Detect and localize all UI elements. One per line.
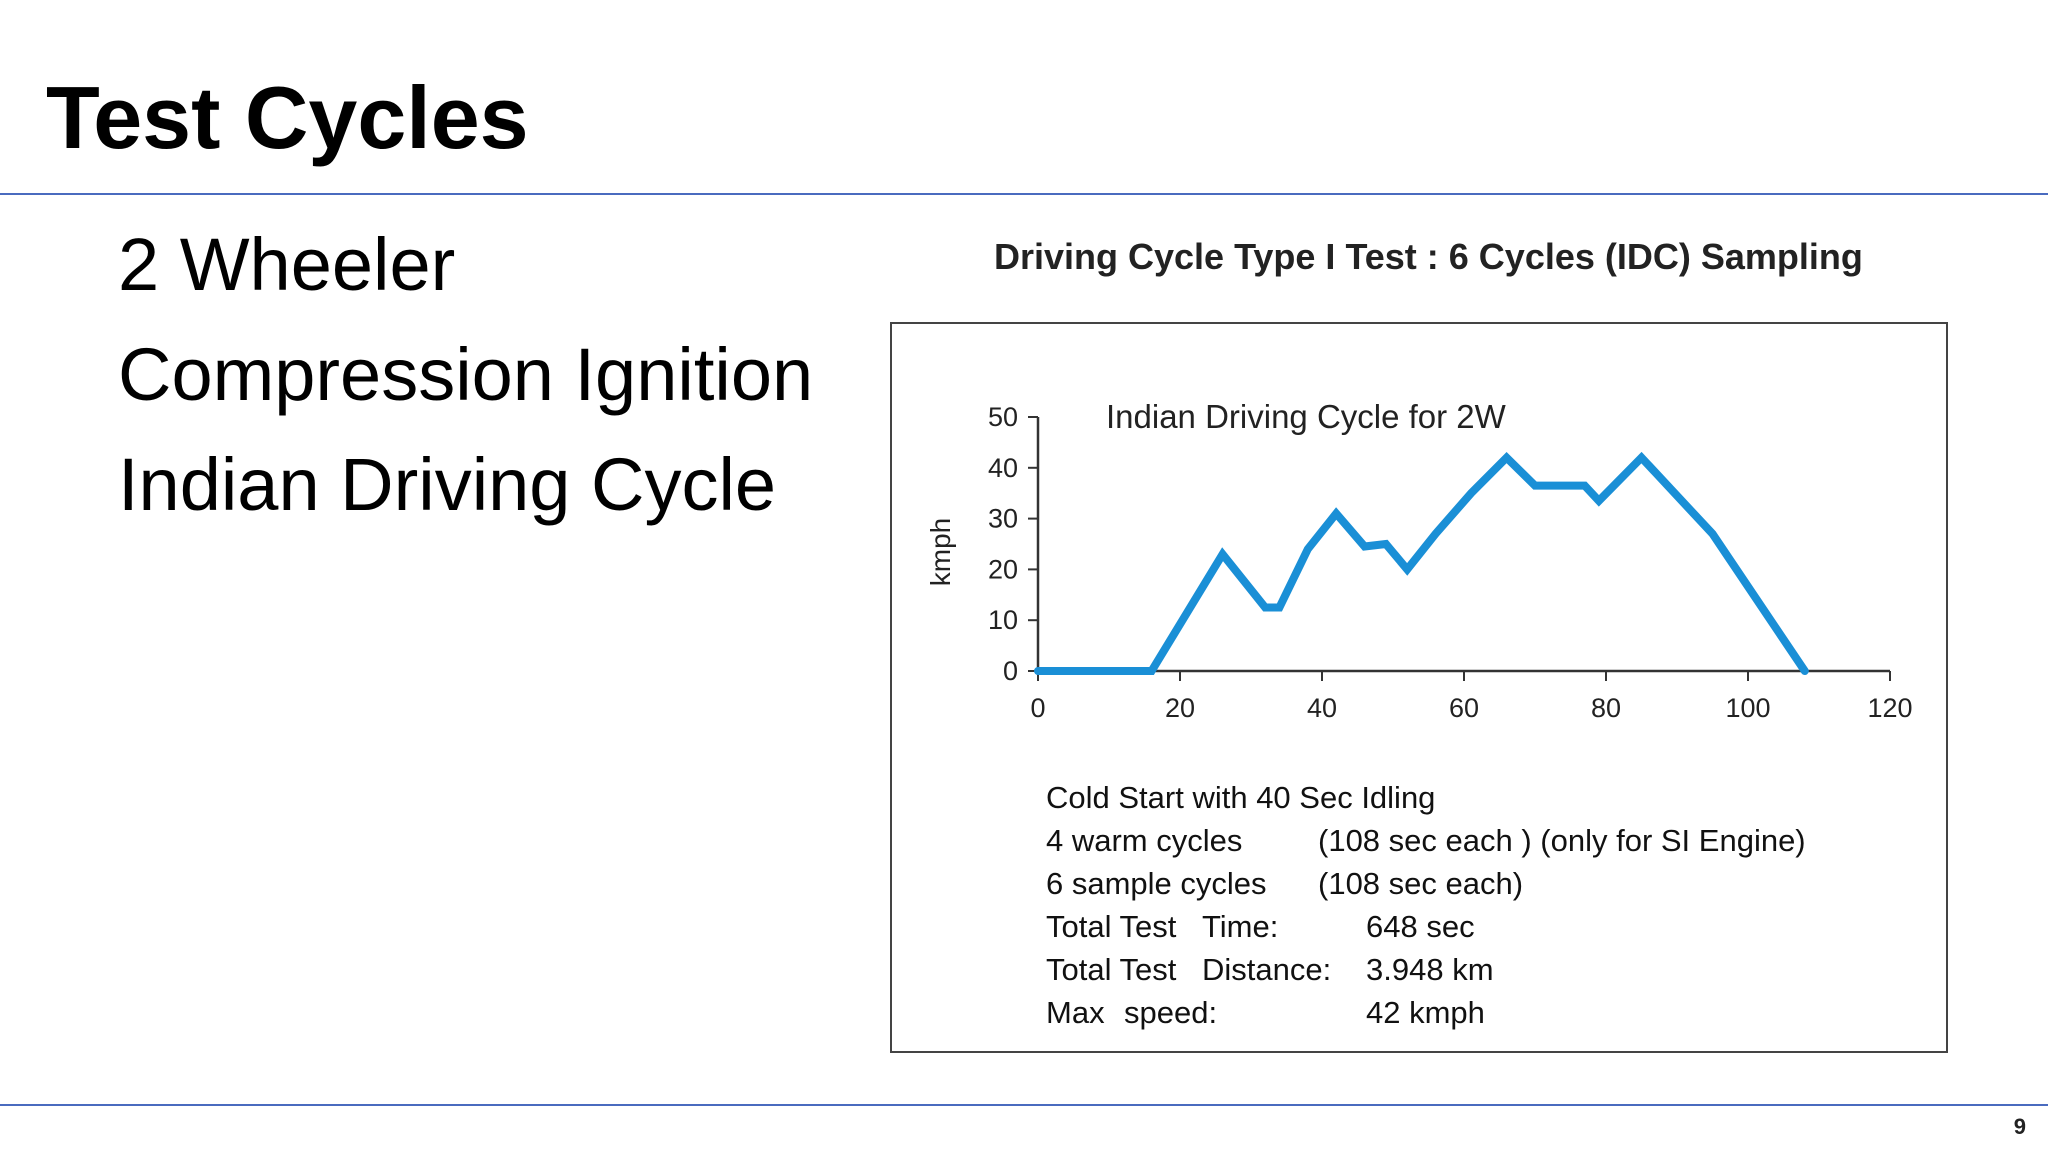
note-text: 6 sample cycles [1046, 866, 1267, 901]
note-text: 42 kmph [1366, 995, 1485, 1030]
note-text: Cold Start with 40 Sec Idling [1046, 780, 1436, 815]
x-tick-label: 100 [1725, 693, 1770, 723]
top-divider [0, 193, 2048, 195]
series-line [1034, 451, 1809, 675]
note-text: 4 warm cycles [1046, 823, 1243, 858]
bottom-divider [0, 1104, 2048, 1106]
note-text: Distance: [1202, 952, 1332, 987]
y-axis-label: kmph [925, 518, 956, 586]
bullet-item: 2 Wheeler [118, 223, 456, 306]
x-tick-label: 20 [1165, 693, 1195, 723]
x-tick-label: 80 [1591, 693, 1621, 723]
bullet-item: Indian Driving Cycle [118, 443, 777, 526]
y-tick-label: 50 [988, 402, 1018, 432]
y-tick-label: 10 [988, 605, 1018, 635]
note-text: Max [1046, 995, 1105, 1030]
y-tick-label: 40 [988, 453, 1018, 483]
y-tick-label: 30 [988, 504, 1018, 534]
chart-svg: 0 20 40 60 80 100 120 0 10 20 30 40 50 kmph Indian Dri… [925, 398, 1913, 723]
note-text: 648 sec [1366, 909, 1475, 944]
note-text: Time: [1202, 909, 1279, 944]
note-text: (108 sec each) [1318, 866, 1524, 901]
note-text: (108 sec each ) (only for SI Engine) [1318, 823, 1806, 858]
figure-frame: 0 20 40 60 80 100 120 0 10 20 30 40 50 kmph Indian Dri… [890, 322, 1948, 1053]
y-tick-label: 0 [1003, 656, 1018, 686]
bullet-item: Compression Ignition [118, 333, 814, 416]
x-tick-label: 40 [1307, 693, 1337, 723]
note-text: 3.948 km [1366, 952, 1494, 987]
chart-title: Indian Driving Cycle for 2W [1106, 398, 1507, 435]
page-number: 9 [2013, 1114, 2026, 1139]
x-tick-label: 60 [1449, 693, 1479, 723]
note-text: Total Test [1046, 909, 1177, 944]
note-text: speed: [1124, 995, 1218, 1030]
x-tick-label: 0 [1030, 693, 1045, 723]
bullet-list: 2 Wheeler Compression Ignition Indian Dr… [118, 228, 813, 558]
note-text: Total Test [1046, 952, 1177, 987]
figure-heading: Driving Cycle Type I Test : 6 Cycles (ID… [994, 236, 1863, 277]
slide-title: Test Cycles [46, 68, 529, 167]
x-tick-label: 120 [1867, 693, 1912, 723]
y-tick-label: 20 [988, 554, 1018, 584]
